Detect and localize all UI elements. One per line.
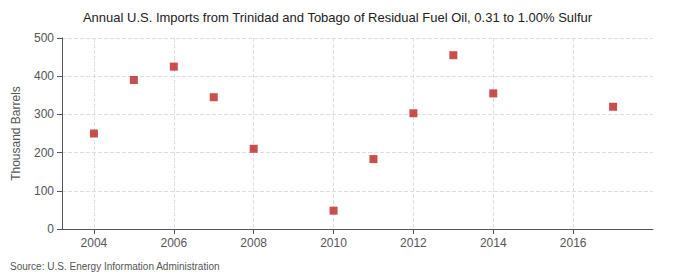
svg-text:2010: 2010 <box>320 236 347 250</box>
svg-text:Thousand Barrels: Thousand Barrels <box>9 86 23 181</box>
svg-text:2004: 2004 <box>81 236 108 250</box>
svg-text:300: 300 <box>34 107 54 121</box>
svg-text:200: 200 <box>34 146 54 160</box>
svg-text:0: 0 <box>47 222 54 236</box>
svg-text:2008: 2008 <box>240 236 267 250</box>
svg-text:2006: 2006 <box>160 236 187 250</box>
svg-text:2016: 2016 <box>560 236 587 250</box>
svg-text:500: 500 <box>34 31 54 45</box>
svg-text:Annual U.S. Imports from Trini: Annual U.S. Imports from Trinidad and To… <box>83 10 593 25</box>
svg-text:100: 100 <box>34 184 54 198</box>
svg-text:400: 400 <box>34 69 54 83</box>
svg-text:2014: 2014 <box>480 236 507 250</box>
svg-text:2012: 2012 <box>400 236 427 250</box>
svg-text:Source: U.S. Energy Informatio: Source: U.S. Energy Information Administ… <box>10 261 220 272</box>
